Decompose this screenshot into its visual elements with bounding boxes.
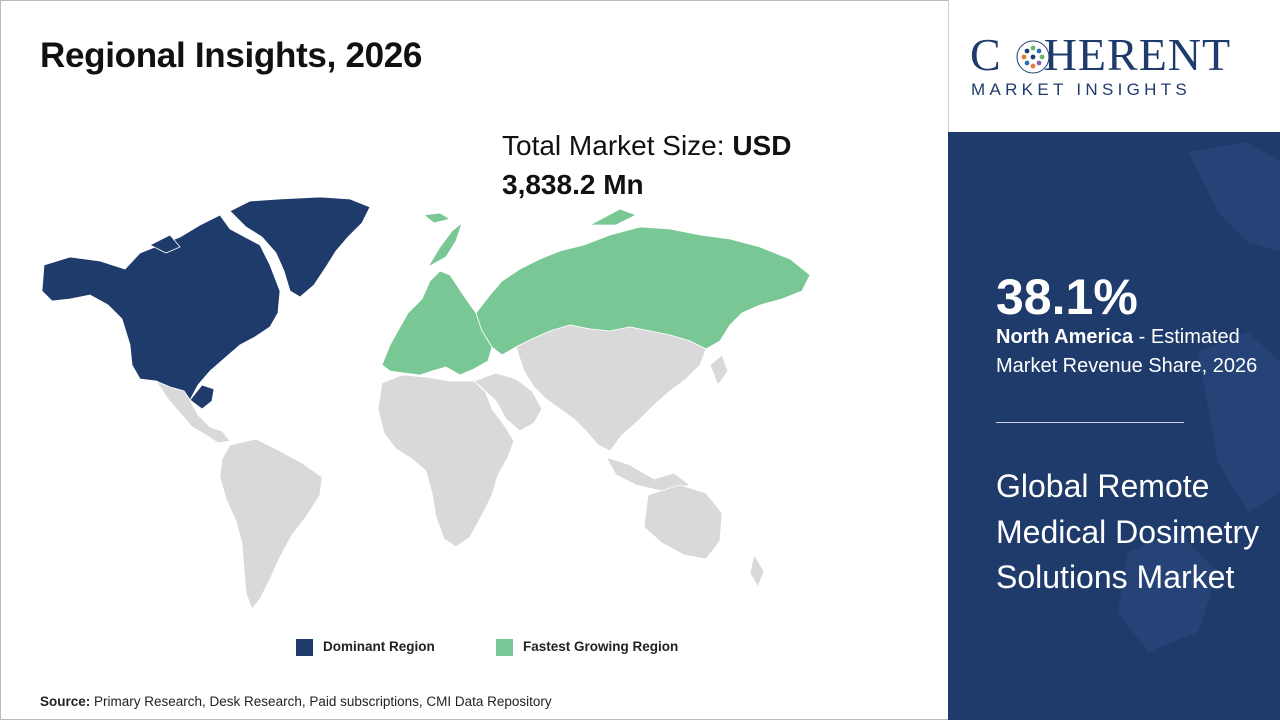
region-rest-of-world [377, 324, 765, 588]
region-europe-russia [381, 208, 811, 376]
logo-word-right: HERENT [1043, 29, 1232, 80]
stat-description-text: - Estimated Market Revenue Share, 2026 [996, 326, 1258, 377]
sidebar-divider [996, 422, 1184, 423]
market-size-label: Total Market Size: [502, 130, 733, 161]
legend-label-fastest: Fastest Growing Region [523, 639, 679, 654]
info-sidebar [948, 132, 1280, 720]
source-label: Source: [40, 694, 91, 709]
world-map [41, 196, 811, 610]
stat-value: 38.1% [996, 269, 1138, 325]
logo-dots-icon [1016, 40, 1050, 74]
logo-wordmark: C HERENT [970, 30, 1231, 80]
legend-label-dominant: Dominant Region [323, 639, 435, 654]
legend-swatch-dominant [296, 639, 313, 656]
market-name: Global Remote Medical Dosimetry Solution… [996, 468, 1260, 595]
sidebar-map-pattern [1118, 142, 1280, 652]
source-text: Primary Research, Desk Research, Paid su… [90, 694, 552, 709]
total-market-size: Total Market Size: USD 3,838.2 Mn [502, 126, 862, 204]
market-size-value: USD 3,838.2 Mn [502, 130, 792, 200]
logo-panel [948, 0, 1280, 132]
stat-description: North America - Estimated Market Revenue… [996, 323, 1266, 381]
coherent-logo: C HERENT MARKET INSIGHTS [970, 30, 1260, 100]
source-note: Source: Primary Research, Desk Research,… [40, 694, 552, 709]
logo-subtitle: MARKET INSIGHTS [971, 80, 1192, 99]
stat-region: North America [996, 326, 1134, 348]
region-north-america [41, 196, 371, 410]
legend-swatch-fastest [496, 639, 513, 656]
page-title: Regional Insights, 2026 [40, 36, 423, 75]
logo-word-left: C [970, 29, 1002, 80]
region-latin-america [154, 380, 323, 610]
